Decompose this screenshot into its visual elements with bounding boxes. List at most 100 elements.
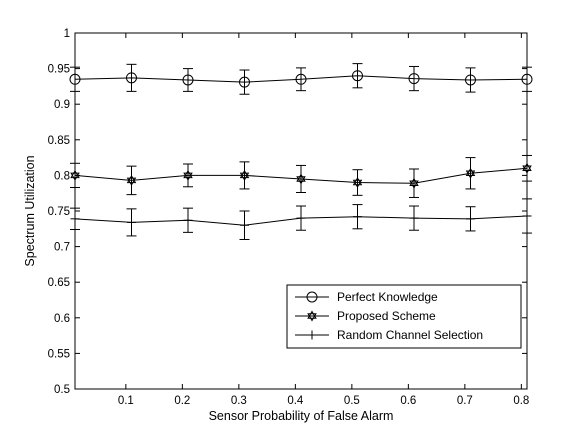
- x-axis-label: Sensor Probability of False Alarm: [209, 409, 394, 423]
- y-tick-label: 0.75: [48, 206, 70, 218]
- y-tick-label: 1: [64, 28, 70, 40]
- error-bar: [352, 169, 363, 196]
- data-point-marker: [522, 211, 532, 221]
- hexagram-triangle-up: [522, 162, 532, 172]
- error-bar: [465, 157, 476, 190]
- hexagram-triangle-up: [183, 169, 193, 179]
- hexagram-triangle-down: [522, 165, 532, 174]
- data-point-marker: [352, 70, 363, 82]
- series-proposed-scheme: [70, 154, 532, 198]
- y-tick-label: 0.85: [48, 135, 70, 147]
- series-layer: [69, 63, 533, 240]
- hexagram-triangle-up: [70, 169, 80, 179]
- hexagram-triangle-up: [296, 173, 306, 182]
- error-bar: [409, 168, 419, 198]
- hexagram-triangle-up: [465, 167, 476, 177]
- error-bar: [409, 65, 419, 92]
- legend-marker: [307, 330, 317, 340]
- error-bar: [183, 163, 193, 188]
- error-bar: [239, 161, 250, 190]
- axis-ticks: 0.1 0.2 0.3 0.4 0.5 0.6 0.7 0.8 0.5 0.55 0.6 0.65 0.…: [48, 28, 530, 407]
- legend-entry: Random Channel Selection: [295, 328, 483, 342]
- data-point-marker: [296, 173, 306, 185]
- hexagram-triangle-up: [352, 177, 363, 186]
- hexagram-triangle-down: [409, 180, 419, 189]
- data-point-marker: [127, 217, 136, 227]
- data-point-marker: [70, 169, 80, 181]
- legend-label: Perfect Knowledge: [337, 290, 438, 304]
- error-bar: [183, 68, 193, 92]
- error-bar: [126, 63, 137, 92]
- data-point-marker: [239, 76, 250, 88]
- error-bar: [522, 66, 532, 92]
- error-bar: [296, 67, 306, 92]
- y-tick-label: 0.55: [48, 348, 70, 360]
- y-tick-label: 0.8: [54, 170, 70, 182]
- x-tick-label: 0.3: [231, 395, 247, 407]
- x-tick-label: 0.1: [118, 395, 134, 407]
- data-point-marker: [126, 72, 137, 84]
- legend: Perfect Knowledge Proposed Scheme Random C…: [286, 284, 522, 349]
- hexagram-triangle-down: [239, 172, 250, 181]
- data-point-marker: [352, 177, 363, 189]
- legend-marker: [307, 310, 317, 322]
- data-point-marker: [239, 169, 250, 181]
- y-tick-label: 0.9: [54, 99, 70, 111]
- x-tick-label: 0.4: [287, 395, 304, 407]
- hexagram-triangle-up: [126, 174, 137, 184]
- x-tick-label: 0.7: [457, 395, 473, 407]
- series-random-channel-selection: [70, 198, 532, 240]
- y-tick-label: 0.95: [48, 64, 70, 76]
- error-bar: [239, 69, 250, 95]
- data-point-marker: [69, 73, 81, 85]
- hexagram-triangle-down: [307, 313, 317, 322]
- legend-marker: [306, 291, 318, 303]
- series-perfect-knowledge: [69, 63, 533, 95]
- data-point-marker: [408, 73, 420, 85]
- hexagram-triangle-down: [352, 179, 363, 189]
- error-bar: [126, 165, 137, 196]
- data-point-marker: [466, 214, 475, 224]
- y-tick-label: 0.7: [54, 242, 70, 254]
- data-point-marker: [465, 167, 476, 179]
- data-point-marker: [409, 177, 419, 189]
- legend-label: Random Channel Selection: [337, 328, 483, 342]
- data-point-marker: [240, 220, 249, 230]
- data-point-marker: [295, 73, 307, 85]
- hexagram-triangle-down: [70, 172, 80, 181]
- data-point-marker: [521, 73, 533, 85]
- x-tick-label: 0.6: [400, 395, 416, 407]
- error-bar: [70, 162, 80, 189]
- x-tick-label: 0.5: [344, 395, 360, 407]
- error-bar: [70, 66, 80, 92]
- hexagram-triangle-up: [409, 177, 419, 186]
- hexagram-triangle-down: [183, 172, 193, 181]
- data-point-marker: [353, 212, 362, 222]
- data-point-marker: [522, 162, 532, 174]
- data-point-marker: [296, 213, 306, 223]
- y-axis-label: Spectrum Utilization: [23, 155, 37, 266]
- x-tick-label: 0.8: [513, 395, 529, 407]
- error-bar: [522, 154, 532, 182]
- data-point-marker: [182, 74, 194, 86]
- error-bar: [465, 67, 476, 93]
- y-tick-label: 0.5: [54, 384, 70, 396]
- error-bar: [296, 164, 306, 193]
- hexagram-triangle-down: [126, 177, 137, 186]
- legend-entry: Proposed Scheme: [295, 309, 436, 323]
- legend-entry: Perfect Knowledge: [295, 290, 438, 304]
- hexagram-triangle-down: [465, 170, 476, 179]
- data-point-marker: [183, 215, 193, 225]
- legend-label: Proposed Scheme: [337, 309, 436, 323]
- hexagram-triangle-up: [307, 310, 317, 319]
- data-point-marker: [465, 74, 476, 86]
- data-point-marker: [70, 214, 80, 224]
- error-bar: [352, 63, 363, 89]
- y-tick-label: 0.65: [48, 277, 70, 289]
- data-point-marker: [126, 174, 137, 186]
- hexagram-triangle-up: [239, 169, 250, 179]
- hexagram-triangle-down: [296, 176, 306, 185]
- y-tick-label: 0.6: [54, 313, 70, 325]
- x-tick-label: 0.2: [174, 395, 190, 407]
